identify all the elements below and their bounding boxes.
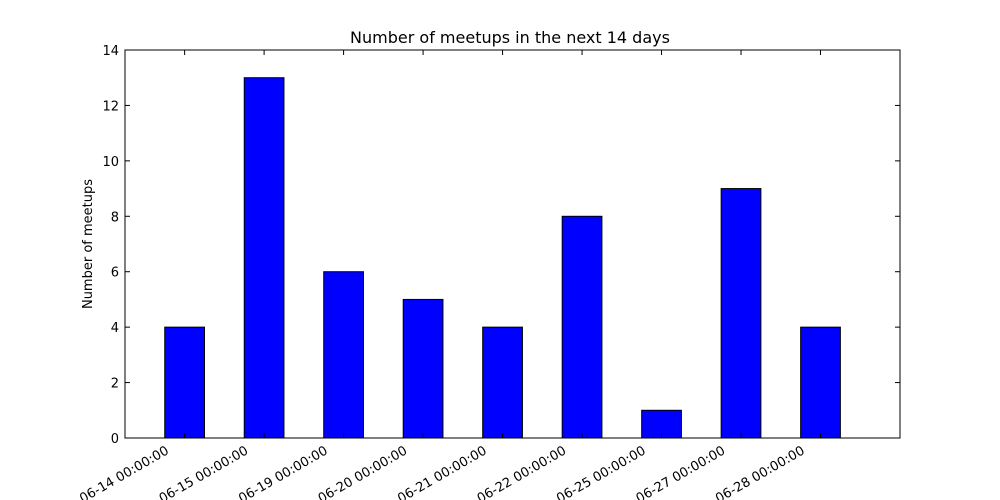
x-tick-label: 06-15 00:00:00 <box>157 443 251 500</box>
x-tick-label: 06-22 00:00:00 <box>475 443 569 500</box>
y-tick-label: 0 <box>111 432 119 447</box>
y-tick-label: 10 <box>102 155 119 170</box>
y-tick-label: 14 <box>102 44 119 59</box>
bar <box>243 77 285 439</box>
bar <box>323 271 364 439</box>
x-tick-label: 06-28 00:00:00 <box>713 443 807 500</box>
y-axis-label: Number of meetups <box>81 179 96 309</box>
y-tick-label: 4 <box>111 321 119 336</box>
axes-frame <box>124 49 901 439</box>
y-tick-label: 12 <box>102 99 119 114</box>
bar <box>402 298 444 439</box>
y-tick-label: 2 <box>111 377 119 392</box>
bar <box>164 326 205 439</box>
x-tick-label: 06-27 00:00:00 <box>634 443 728 500</box>
x-tick-label: 06-14 00:00:00 <box>77 443 171 500</box>
x-tick-label: 06-20 00:00:00 <box>316 443 410 500</box>
chart-title: Number of meetups in the next 14 days <box>350 28 670 47</box>
x-tick-label: 06-19 00:00:00 <box>236 443 330 500</box>
x-tick-label: 06-21 00:00:00 <box>395 443 489 500</box>
bar <box>561 215 603 439</box>
bar <box>482 326 523 439</box>
y-tick-label: 8 <box>111 210 119 225</box>
x-tick-label: 06-25 00:00:00 <box>554 443 648 500</box>
y-tick-label: 6 <box>111 266 119 281</box>
bar <box>800 326 841 439</box>
bar <box>720 188 762 439</box>
